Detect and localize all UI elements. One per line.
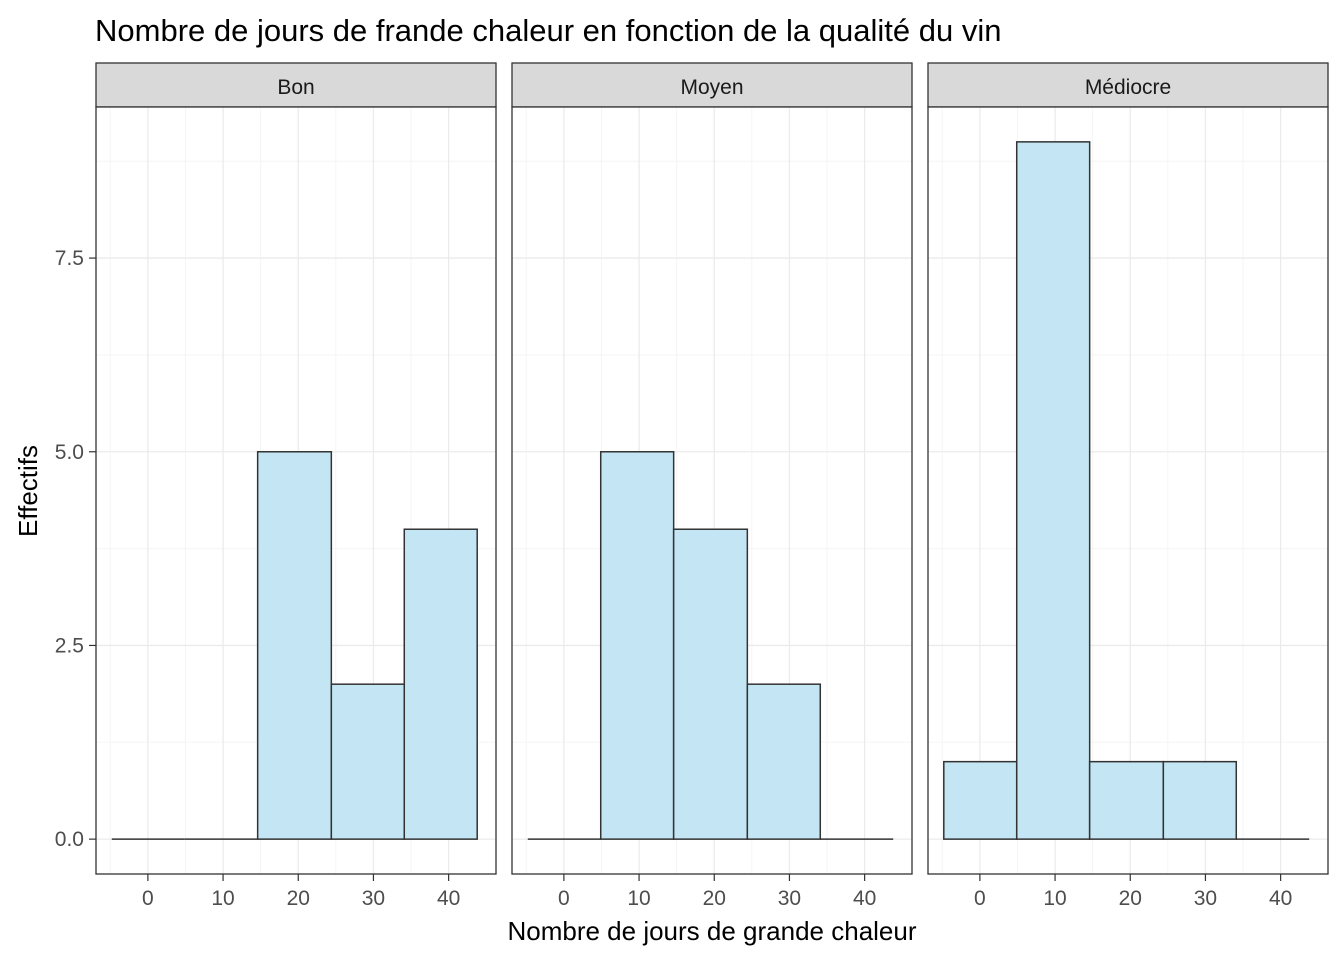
x-tick-label: 40: [1269, 887, 1292, 910]
y-tick-label: 0.0: [55, 828, 84, 851]
histogram-bar: [672, 528, 749, 840]
x-tick-label: 0: [558, 887, 570, 910]
y-axis-title: Effectifs: [13, 445, 43, 537]
facet-panel: Moyen 0 10 20 30 40: [511, 62, 913, 910]
histogram-bar: [1088, 760, 1165, 840]
histogram-bar: [1015, 141, 1091, 840]
facet-strip: [95, 62, 497, 108]
x-tick-label: 20: [287, 887, 310, 910]
y-tick-label: 2.5: [55, 634, 84, 657]
facet-strip-label: Bon: [277, 76, 314, 99]
x-tick-label: 30: [1194, 887, 1217, 910]
x-tick-label: 10: [211, 887, 234, 910]
histogram-bar: [330, 683, 406, 840]
x-tick-label: 0: [974, 887, 986, 910]
x-tick-label: 30: [778, 887, 801, 910]
x-tick-label: 40: [853, 887, 876, 910]
histogram-bar: [746, 683, 822, 840]
panel-background: [928, 107, 1328, 874]
x-axis-title: Nombre de jours de grande chaleur: [507, 916, 916, 946]
x-tick-label: 0: [142, 887, 154, 910]
x-tick-label: 10: [1043, 887, 1066, 910]
x-tick-label: 10: [627, 887, 650, 910]
histogram-bar: [1162, 760, 1238, 840]
panel-border: [95, 106, 497, 875]
facet-strip: [511, 62, 913, 108]
x-tick-label: 20: [703, 887, 726, 910]
histogram-bar: [403, 528, 478, 840]
x-tick-label: 30: [362, 887, 385, 910]
chart-title: Nombre de jours de frande chaleur en fon…: [95, 13, 1001, 48]
facet-panel: Bon 0 10 20 30 40: [95, 62, 497, 910]
x-tick-label: 40: [437, 887, 460, 910]
histogram-bar: [256, 451, 333, 840]
y-tick-label: 5.0: [55, 441, 84, 464]
facet-panels: Bon 0 10 20 30 40 Moyen 0 10 20 30 40 Médiocre 0 10 20 3…: [95, 62, 1329, 910]
facet-strip-label: Médiocre: [1085, 76, 1171, 99]
y-tick-label: 7.5: [55, 247, 84, 270]
y-axis: 0.0 2.5 5.0 7.5: [55, 247, 96, 851]
facet-panel: Médiocre 0 10 20 30 40: [927, 62, 1329, 910]
histogram-bar: [599, 451, 675, 840]
facet-strip-label: Moyen: [680, 76, 743, 99]
panel-border: [511, 106, 913, 875]
x-tick-label: 20: [1119, 887, 1142, 910]
facet-strip: [927, 62, 1329, 108]
panel-border: [927, 106, 1329, 875]
histogram-bar: [943, 760, 1018, 840]
